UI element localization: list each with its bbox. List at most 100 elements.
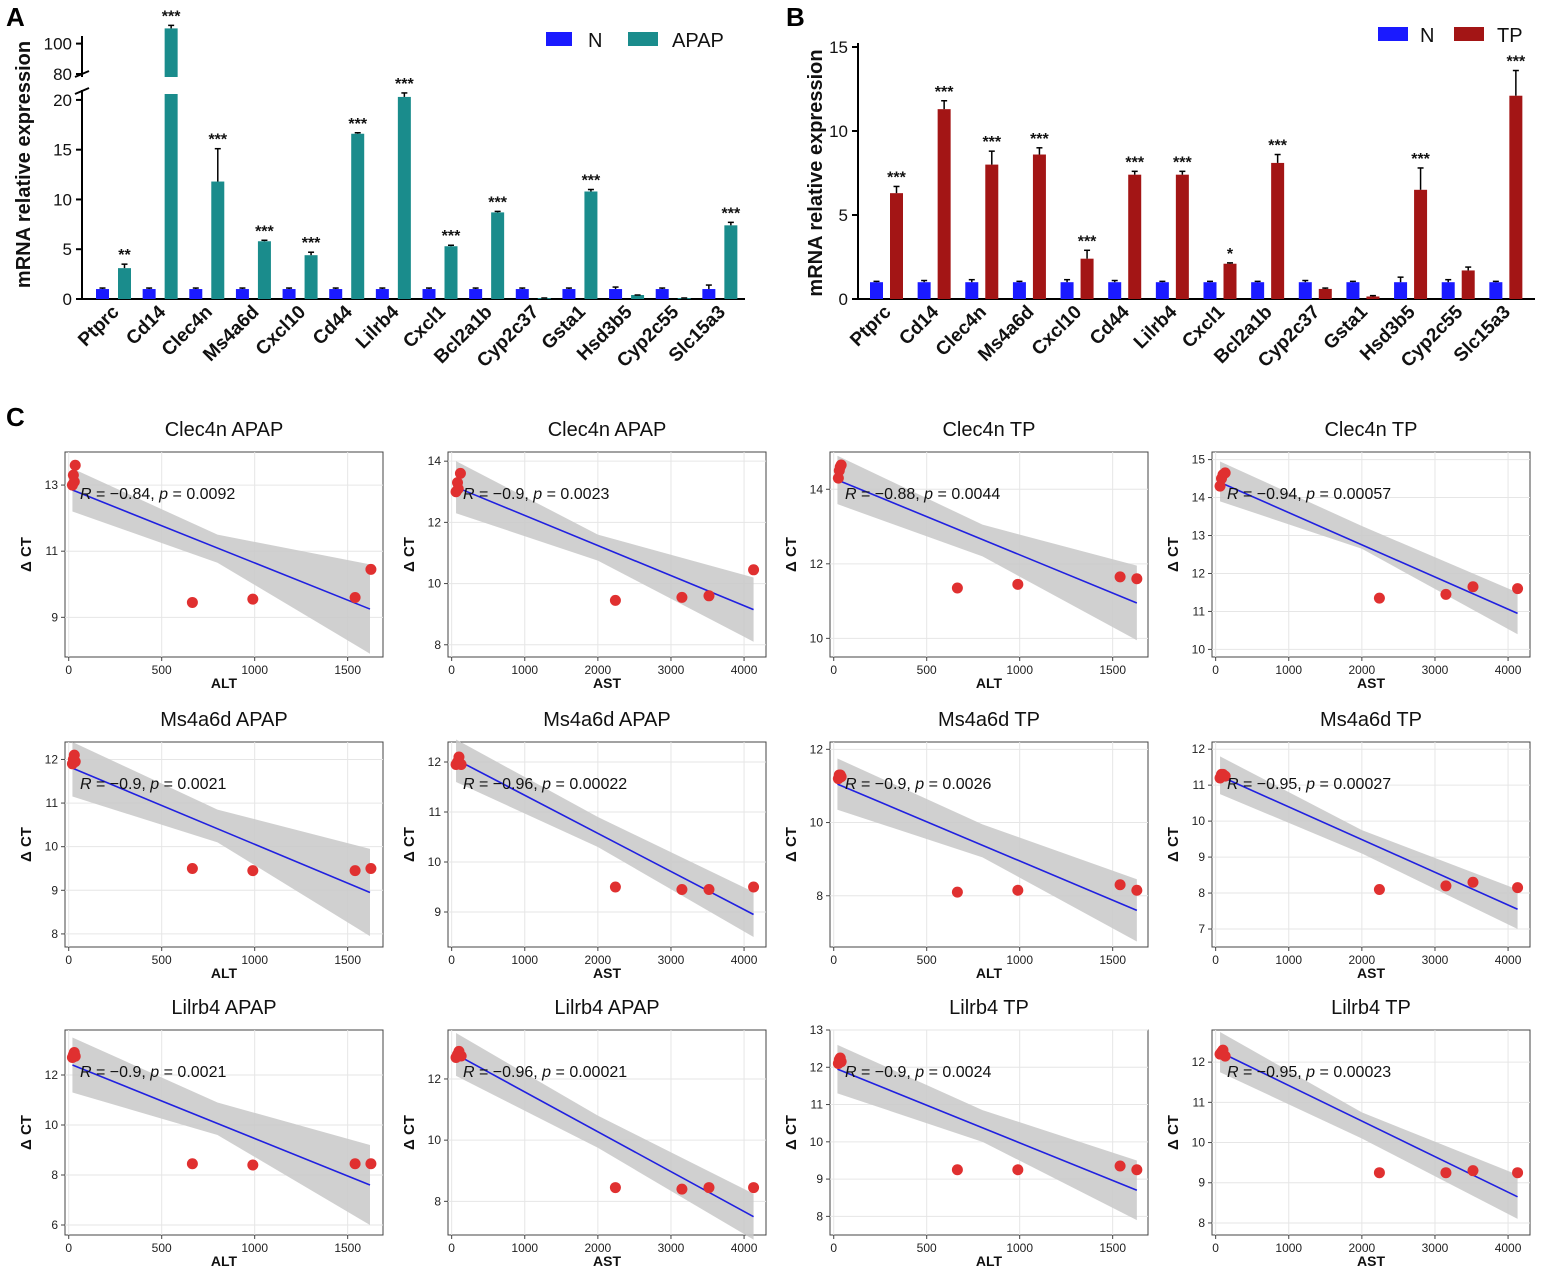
annotation-p-value: = 0.0044 [933,486,1000,503]
data-point [748,564,760,576]
annotation-p-value: = 0.00022 [551,776,627,793]
annotation-p-symbol: p [914,776,924,793]
bar-tp [1414,189,1428,299]
significance-label: *** [488,194,507,211]
x-tick-label: 3000 [658,1241,685,1255]
data-point [1012,578,1024,590]
data-point [609,881,621,893]
data-point [703,1182,715,1194]
data-point [1467,1165,1479,1177]
annotation-r-symbol: R [845,776,857,793]
data-point [69,459,81,471]
legend-swatch-tp [1454,27,1484,41]
data-point [349,1158,361,1170]
data-point [676,1183,688,1195]
y-tick-label: 12 [428,1072,442,1086]
correlation-annotation: R = −0.9, p = 0.0024 [845,1064,991,1081]
confidence-band [72,1037,370,1225]
bar-tp [1461,270,1475,299]
annotation-p-value: = 0.0092 [168,486,235,503]
y-tick-label: 8 [434,638,441,652]
y-axis-label: mRNA relative expression [805,49,827,296]
data-point [703,590,715,602]
x-tick-label: 0 [830,953,837,967]
annotation-p-value: = 0.0023 [542,486,609,503]
annotation-r-value: = −0.9, [857,1064,916,1081]
y-tick-label: 5 [63,240,72,259]
scatter-title: Ms4a6d APAP [160,709,287,731]
data-point [349,865,361,877]
bar-tp [1175,174,1189,299]
x-axis-label: AST [1357,965,1385,981]
x-tick-label: 1500 [1099,663,1126,677]
bar-n [422,289,436,299]
x-tick-label: 2000 [585,663,612,677]
y-axis-label: Δ CT [401,537,418,572]
x-tick-label: 4000 [731,953,758,967]
x-tick-label: 0 [448,953,455,967]
significance-label: ** [118,247,131,264]
regression-line [837,1068,1138,1192]
annotation-r-symbol: R [1227,1064,1239,1081]
data-point [1440,588,1452,600]
x-tick-label: 2000 [1349,1241,1376,1255]
bar-n [96,289,109,299]
regression-line [72,489,371,610]
x-axis-label: ALT [211,965,238,981]
data-point [609,594,621,606]
scatter-title: Lilrb4 TP [1331,997,1411,1019]
annotation-r-value: = −0.9, [92,776,151,793]
annotation-r-value: = −0.9, [92,1064,151,1081]
data-point [69,1050,81,1062]
data-point [186,1158,198,1170]
correlation-annotation: R = −0.96, p = 0.00022 [463,776,627,793]
annotation-r-value: = −0.96, [475,776,543,793]
category-label: Ptprc [74,301,123,350]
data-point [1012,884,1024,896]
significance-label: *** [442,228,461,245]
x-tick-label: 1000 [241,953,268,967]
x-tick-label: 1000 [1275,953,1302,967]
data-point [1219,1050,1231,1062]
x-axis-label: AST [593,675,621,691]
x-tick-label: 500 [917,1241,937,1255]
annotation-r-symbol: R [80,1064,92,1081]
data-point [349,591,361,603]
regression-line [1219,481,1518,615]
bar-n [1346,282,1360,299]
data-point [1440,1167,1452,1179]
y-tick-label: 13 [810,1023,824,1037]
bar-tp [937,109,951,299]
significance-label: *** [255,223,274,240]
y-tick-label: 12 [810,1060,824,1074]
x-axis-label: AST [1357,675,1385,691]
data-point [1440,880,1452,892]
bar-tp [1128,174,1142,299]
data-point [1373,883,1385,895]
confidence-band [72,468,370,654]
x-tick-label: 1500 [1099,1241,1126,1255]
significance-label: *** [1411,151,1430,168]
y-tick-label: 13 [45,478,59,492]
x-tick-label: 2000 [1349,663,1376,677]
bar-n [965,282,979,299]
y-axis-label: Δ CT [783,537,800,572]
annotation-r-symbol: R [845,486,857,503]
annotation-p-symbol: p [541,1064,551,1081]
scatter-title: Ms4a6d TP [1320,709,1422,731]
y-tick-label: 11 [1193,1095,1206,1109]
bar-n [469,289,483,299]
y-tick-label: 8 [1198,1216,1205,1230]
significance-label: *** [887,169,906,186]
correlation-annotation: R = −0.94, p = 0.00057 [1227,486,1391,503]
y-tick-label: 10 [1192,1136,1206,1150]
x-tick-label: 500 [152,953,172,967]
y-tick-label: 80 [53,65,72,84]
bar-n [515,289,529,299]
bar-n [1441,282,1455,299]
data-point [455,759,467,770]
y-axis-label: Δ CT [18,827,35,862]
y-tick-label: 11 [429,805,442,819]
annotation-r-value: = −0.96, [475,1064,543,1081]
scatter-title: Ms4a6d TP [938,709,1040,731]
